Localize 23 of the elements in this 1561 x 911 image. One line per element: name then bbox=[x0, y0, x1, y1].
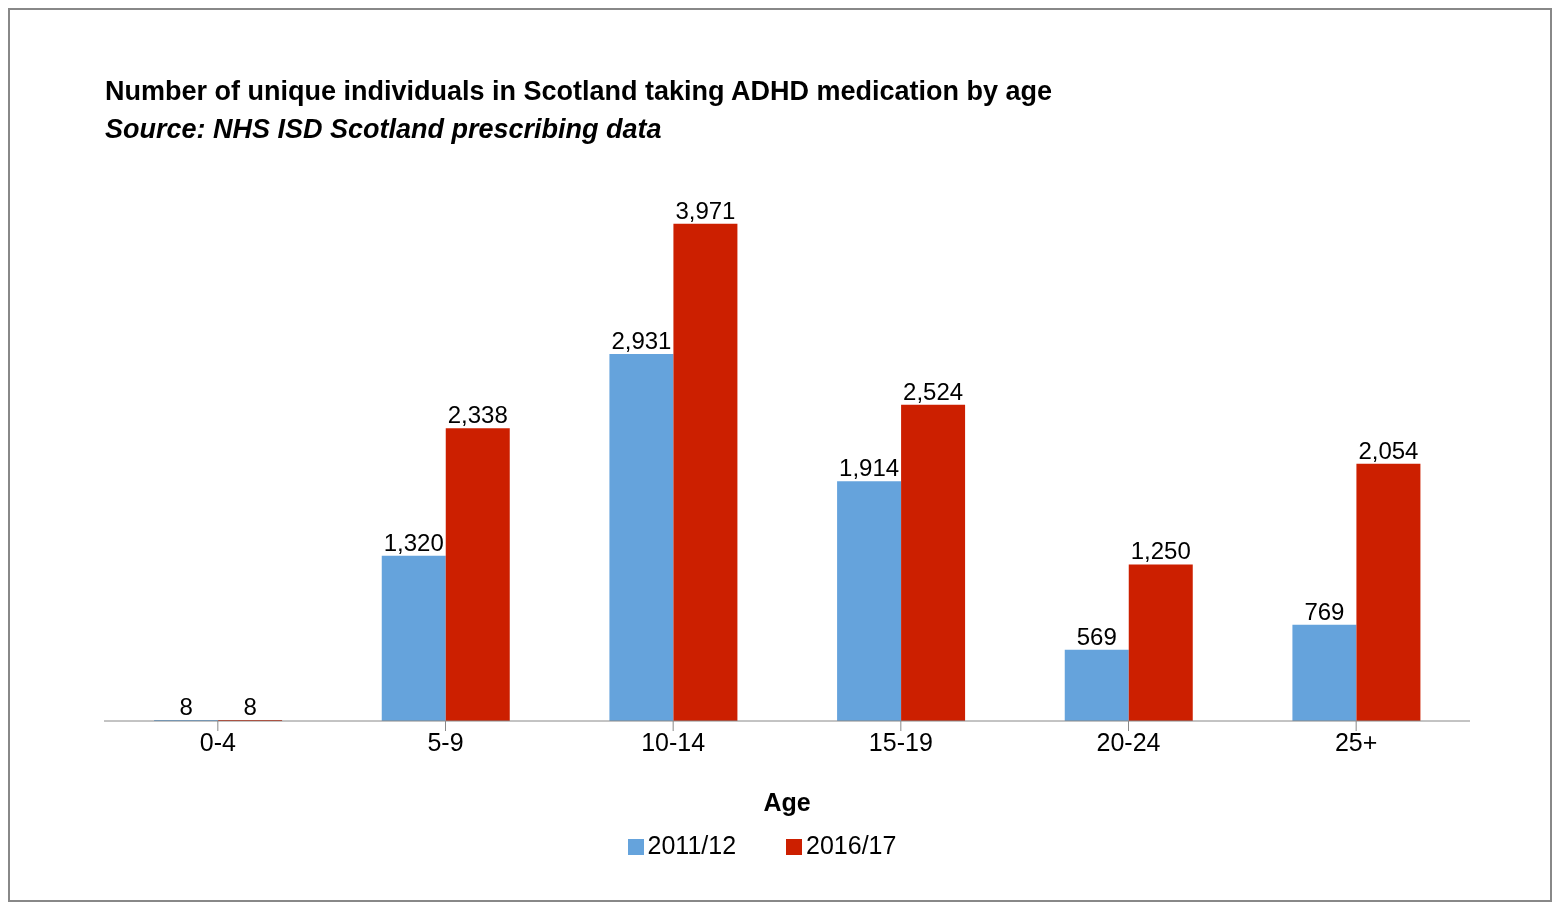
data-label: 2,338 bbox=[447, 401, 508, 429]
chart-subtitle: Source: NHS ISD Scotland prescribing data bbox=[105, 114, 662, 145]
legend-label: 2016/17 bbox=[806, 831, 897, 859]
x-tick-label: 10-14 bbox=[641, 727, 706, 756]
data-label: 2,054 bbox=[1358, 436, 1419, 464]
data-label: 3,971 bbox=[675, 196, 736, 224]
data-label: 2,524 bbox=[903, 377, 964, 405]
data-label: 1,250 bbox=[1130, 537, 1191, 565]
data-label: 1,320 bbox=[383, 528, 444, 556]
x-tick-label: 5-9 bbox=[427, 727, 464, 756]
x-tick-label: 20-24 bbox=[1096, 727, 1161, 756]
data-label: 769 bbox=[1304, 597, 1345, 625]
data-label: 2,931 bbox=[611, 326, 672, 354]
data-label: 8 bbox=[243, 693, 257, 720]
x-tick-label: 0-4 bbox=[199, 727, 236, 756]
x-tick-label: 15-19 bbox=[868, 727, 933, 756]
x-tick-label: 25+ bbox=[1334, 727, 1378, 756]
legend-label: 2011/12 bbox=[647, 831, 737, 859]
data-label: 569 bbox=[1076, 622, 1117, 650]
chart-title: Number of unique individuals in Scotland taking ADHD medication by age bbox=[105, 76, 1053, 107]
x-axis-title: Age bbox=[763, 788, 811, 816]
data-label: 1,914 bbox=[839, 454, 900, 482]
data-label: 8 bbox=[179, 693, 193, 720]
